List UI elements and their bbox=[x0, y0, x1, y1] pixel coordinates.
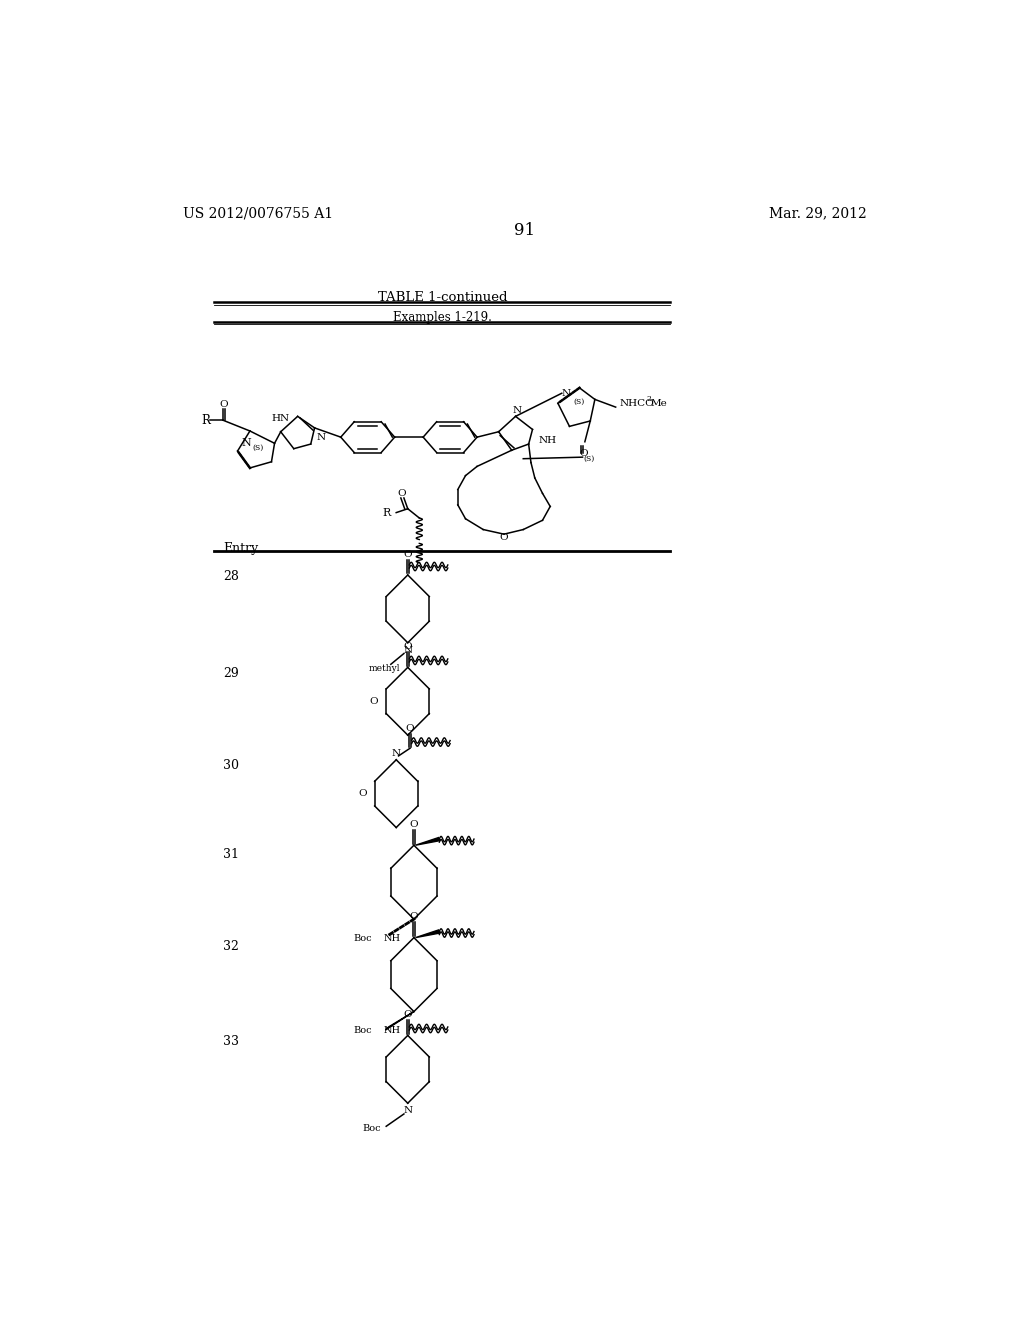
Text: R: R bbox=[201, 413, 210, 426]
Text: NHCO: NHCO bbox=[620, 399, 654, 408]
Text: O: O bbox=[370, 697, 379, 706]
Text: O: O bbox=[403, 642, 412, 651]
Text: 28: 28 bbox=[223, 570, 239, 583]
Text: Entry: Entry bbox=[223, 543, 258, 554]
Text: O: O bbox=[403, 549, 412, 558]
Text: HN: HN bbox=[271, 414, 290, 424]
Text: N: N bbox=[561, 389, 570, 397]
Polygon shape bbox=[416, 929, 440, 937]
Text: Boc: Boc bbox=[362, 1125, 381, 1133]
Text: O: O bbox=[219, 400, 228, 409]
Text: NH: NH bbox=[539, 437, 557, 445]
Text: O: O bbox=[410, 820, 418, 829]
Text: N: N bbox=[316, 433, 326, 442]
Text: N: N bbox=[403, 645, 413, 655]
Text: O: O bbox=[410, 912, 418, 921]
Text: N: N bbox=[403, 1106, 413, 1115]
Text: Boc: Boc bbox=[353, 935, 372, 942]
Text: O: O bbox=[397, 488, 406, 498]
Text: (S): (S) bbox=[573, 397, 585, 405]
Text: O: O bbox=[358, 789, 367, 799]
Text: 30: 30 bbox=[223, 759, 239, 772]
Text: Mar. 29, 2012: Mar. 29, 2012 bbox=[769, 206, 866, 220]
Text: NH: NH bbox=[383, 935, 400, 942]
Text: Examples 1-219.: Examples 1-219. bbox=[393, 312, 492, 323]
Text: O: O bbox=[500, 533, 508, 541]
Text: (S): (S) bbox=[583, 454, 594, 463]
Text: 33: 33 bbox=[223, 1035, 239, 1048]
Text: 32: 32 bbox=[223, 940, 239, 953]
Text: R: R bbox=[383, 508, 391, 517]
Text: 2: 2 bbox=[646, 396, 651, 404]
Text: O: O bbox=[406, 725, 415, 734]
Text: NH: NH bbox=[383, 1027, 400, 1035]
Text: N: N bbox=[391, 750, 400, 758]
Text: US 2012/0076755 A1: US 2012/0076755 A1 bbox=[183, 206, 333, 220]
Text: Boc: Boc bbox=[353, 1027, 372, 1035]
Text: TABLE 1-continued: TABLE 1-continued bbox=[378, 290, 507, 304]
Text: 29: 29 bbox=[223, 667, 239, 680]
Text: O: O bbox=[579, 449, 588, 458]
Text: (S): (S) bbox=[253, 444, 264, 451]
Text: O: O bbox=[403, 1010, 412, 1019]
Text: 91: 91 bbox=[514, 222, 536, 239]
Text: methyl: methyl bbox=[369, 664, 400, 673]
Polygon shape bbox=[385, 1011, 414, 1030]
Text: 31: 31 bbox=[223, 847, 239, 861]
Text: Me: Me bbox=[650, 399, 667, 408]
Text: N: N bbox=[513, 407, 521, 416]
Text: N: N bbox=[242, 438, 251, 449]
Polygon shape bbox=[416, 838, 440, 845]
